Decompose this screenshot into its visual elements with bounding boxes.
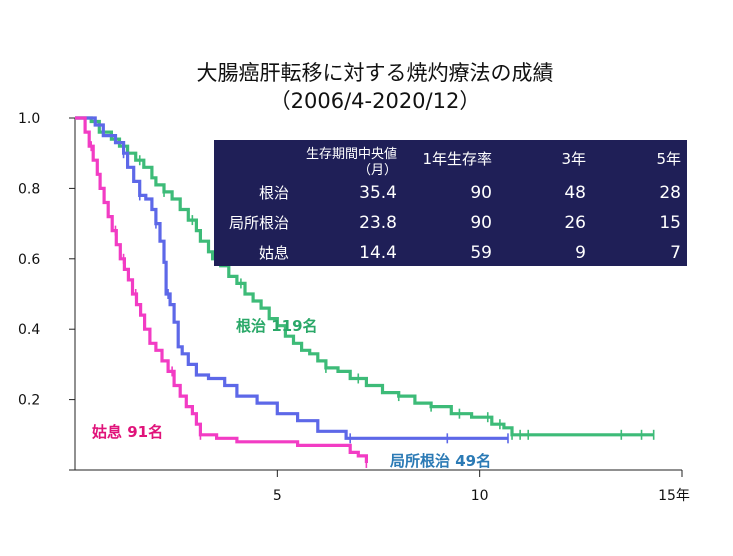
table-cell: 7 — [670, 243, 681, 263]
survival-curve — [75, 116, 654, 437]
survival-curve — [75, 116, 508, 440]
table-row-label: 姑息 — [259, 244, 289, 262]
table-cell: 9 — [575, 243, 586, 263]
axes — [74, 118, 682, 471]
series-label: 根治 119名 — [236, 317, 318, 335]
table-cell: 59 — [470, 243, 492, 263]
y-tick-label: 0.2 — [18, 393, 40, 409]
table-header: 5年 — [656, 150, 681, 168]
table-cell: 26 — [564, 213, 586, 233]
table-cell: 90 — [470, 183, 492, 203]
y-tick-label: 0.8 — [18, 181, 40, 197]
axis-ticks: 1.0 0.8 0.6 0.4 0.2 5 10 15年 — [18, 111, 690, 504]
table-cell: 35.4 — [359, 183, 397, 203]
chart-subtitle: （2006/4-2020/12） — [270, 89, 481, 113]
chart-title: 大腸癌肝転移に対する焼灼療法の成績 — [197, 61, 554, 85]
table-header: 1年生存率 — [422, 150, 492, 168]
table-header: 3年 — [561, 150, 586, 168]
survival-curve — [75, 116, 368, 463]
table-row-label: 局所根治 — [229, 214, 289, 232]
table-cell: 14.4 — [359, 243, 397, 263]
series-label: 局所根治 49名 — [389, 452, 491, 470]
y-tick-label: 1.0 — [18, 111, 40, 127]
table-cell: 28 — [659, 183, 681, 203]
table-cell: 23.8 — [359, 213, 397, 233]
table-cell: 48 — [564, 183, 586, 203]
y-tick-label: 0.6 — [18, 252, 40, 268]
table-header-unit: （月） — [358, 163, 397, 178]
y-tick-label: 0.4 — [18, 322, 40, 338]
x-tick-label: 10 — [471, 488, 489, 504]
table-cell: 15 — [659, 213, 681, 233]
table-row-label: 根治 — [259, 184, 289, 202]
series-1 — [75, 116, 509, 444]
x-tick-label: 5 — [273, 488, 282, 504]
table-background — [214, 140, 687, 266]
series-group — [75, 116, 655, 468]
x-tick-label: 15年 — [658, 488, 690, 504]
series-2 — [75, 116, 368, 468]
series-label: 姑息 91名 — [92, 423, 163, 441]
table-header: 生存期間中央値 — [306, 146, 397, 162]
table-cell: 90 — [470, 213, 492, 233]
